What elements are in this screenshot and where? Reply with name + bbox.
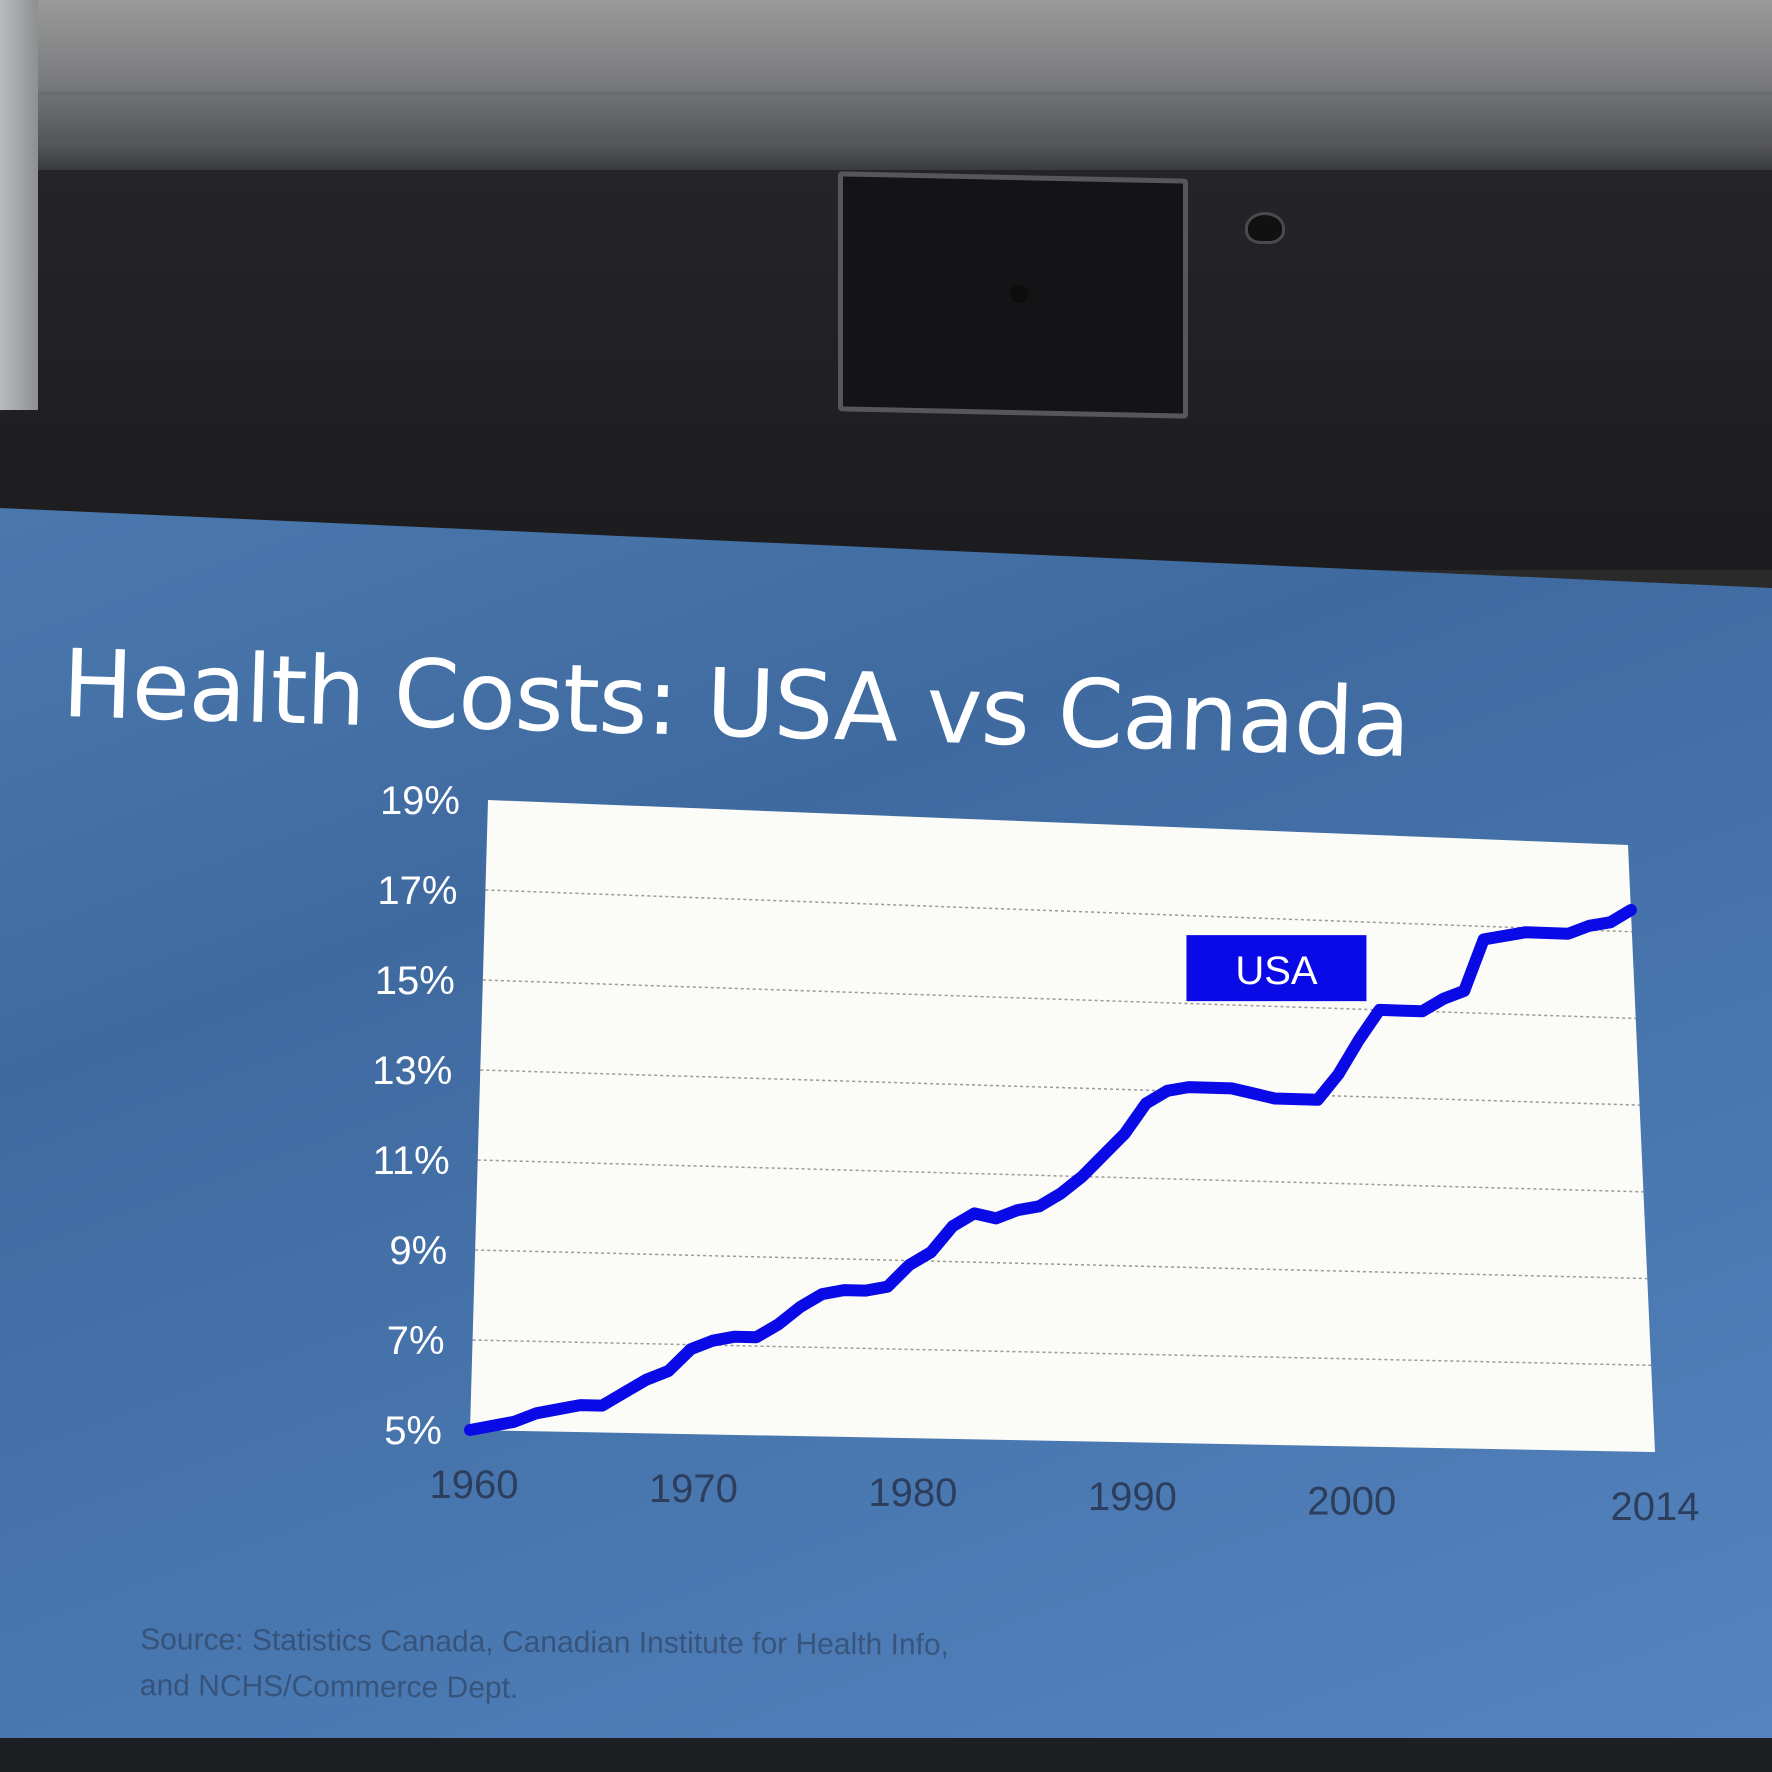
y-tick-label: 11% [373, 1139, 450, 1183]
plot-background [470, 800, 1655, 1452]
ceiling-sensor [1245, 212, 1285, 244]
pillar [0, 0, 38, 410]
gridline [482, 979, 1636, 1020]
ceiling-tiles [0, 0, 1772, 140]
x-tick-label: 1990 [1088, 1475, 1177, 1519]
x-tick-label: 2014 [1611, 1485, 1700, 1529]
y-axis: 5% 7% 9% 11% 13% 15% 17% 19% [372, 779, 460, 1453]
series-line-usa [464, 904, 1637, 1436]
gridlines [472, 889, 1652, 1367]
source-note: Source: Statistics Canada, Canadian Inst… [139, 1623, 950, 1705]
x-tick-label: 1970 [649, 1467, 738, 1511]
y-tick-label: 17% [377, 869, 457, 913]
ceiling-seam [0, 92, 1772, 95]
gridline [485, 889, 1632, 933]
series-label-text: USA [1235, 949, 1318, 993]
plot-area [470, 800, 1655, 1452]
y-tick-label: 15% [375, 959, 455, 1003]
x-tick-label: 1960 [430, 1463, 519, 1507]
gridline [472, 1339, 1652, 1367]
x-tick-label: 1980 [868, 1471, 957, 1515]
gridline [477, 1159, 1644, 1193]
ceiling-trim [0, 140, 1772, 170]
speaker-grille-dot [1010, 285, 1028, 303]
y-tick-label: 5% [384, 1409, 442, 1453]
y-tick-label: 9% [389, 1229, 447, 1273]
x-axis: 1960 1970 1980 1990 2000 2014 [430, 1463, 1700, 1529]
series-label-box [1186, 935, 1367, 1002]
y-tick-label: 7% [387, 1319, 445, 1363]
gridline [480, 1069, 1640, 1106]
screen-bottom-edge [0, 1738, 1772, 1772]
y-tick-label: 19% [380, 779, 460, 823]
y-tick-label: 13% [372, 1049, 452, 1093]
series-layer [464, 904, 1637, 1436]
series-label-layer: USA [1186, 935, 1367, 1002]
x-tick-label: 2000 [1307, 1479, 1396, 1523]
